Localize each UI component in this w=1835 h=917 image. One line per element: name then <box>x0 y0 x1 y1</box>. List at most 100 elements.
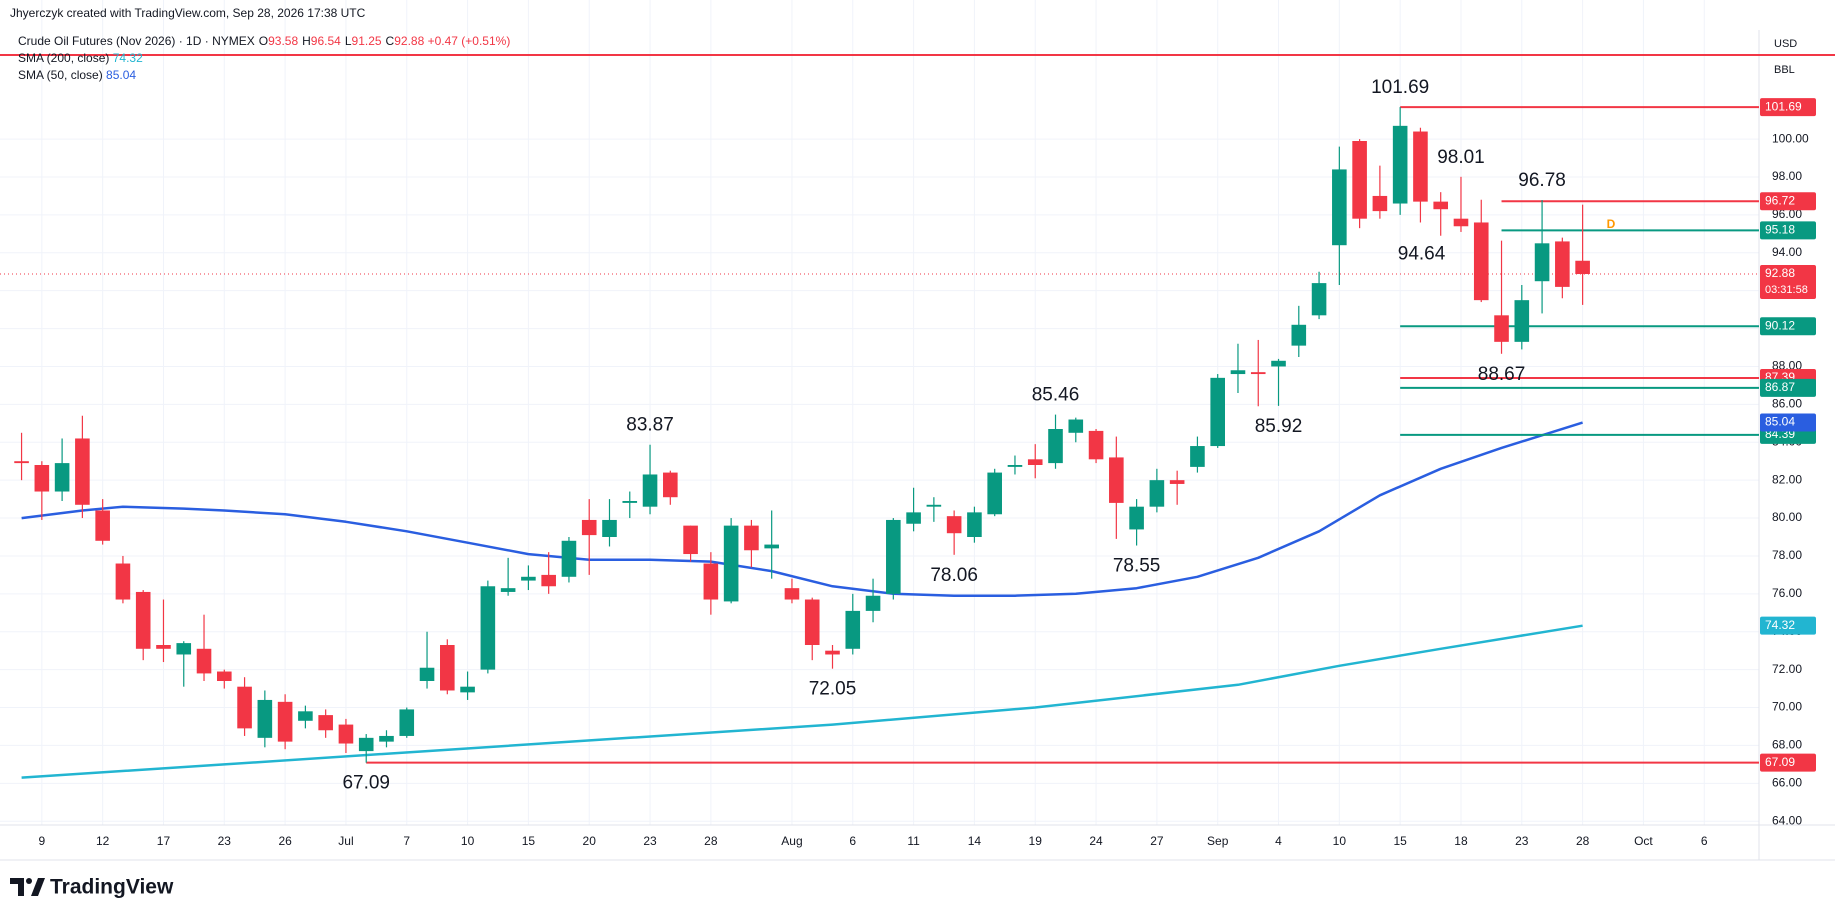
candle-body <box>1514 300 1530 342</box>
logo: TradingView <box>10 876 174 899</box>
price-annotation: 96.78 <box>1518 170 1566 191</box>
candle-body <box>1453 218 1469 227</box>
price-badge <box>1760 616 1816 635</box>
candle-body <box>1575 260 1590 275</box>
candle-body <box>217 671 232 681</box>
price-badge-label: 96.72 <box>1765 193 1795 207</box>
x-tick-label: 12 <box>96 834 110 848</box>
y-tick-label: 80.00 <box>1772 510 1802 524</box>
candle-body <box>34 465 50 492</box>
candle-body <box>1149 480 1165 507</box>
change: +0.47 (+0.51%) <box>427 34 511 48</box>
x-tick-label: 15 <box>1393 834 1407 848</box>
price-badge <box>1760 378 1816 397</box>
candle-body <box>1332 169 1347 246</box>
candle-body <box>298 711 313 721</box>
candle-body <box>419 667 435 681</box>
y-tick-label: 100.00 <box>1772 131 1809 145</box>
x-tick-label: 28 <box>704 834 718 848</box>
quote-label: C <box>385 34 395 48</box>
x-tick-label: 14 <box>968 834 982 848</box>
y-tick-label: 82.00 <box>1772 472 1802 486</box>
y-tick-label: 78.00 <box>1772 548 1802 562</box>
candle-body <box>75 438 90 505</box>
candle-body <box>257 699 273 738</box>
candle-body <box>1413 131 1428 202</box>
x-tick-label: 23 <box>218 834 232 848</box>
x-tick-label: 6 <box>1701 834 1708 848</box>
candle-body <box>642 474 658 507</box>
candle-body <box>115 563 131 600</box>
price-annotation: 78.06 <box>930 565 978 586</box>
x-tick-label: Aug <box>781 834 802 848</box>
symbol: Crude Oil Futures (Nov 2026) · 1D · NYME… <box>18 34 255 48</box>
candle-body <box>1007 465 1023 467</box>
candle-body <box>1271 360 1286 367</box>
x-tick-label: 6 <box>849 834 856 848</box>
legend-name: SMA (200, close) <box>18 51 110 65</box>
x-tick-label: 28 <box>1576 834 1590 848</box>
candle-body <box>804 599 820 645</box>
x-tick-label: 23 <box>1515 834 1529 848</box>
candle-body <box>338 724 354 744</box>
price-annotation: 98.01 <box>1437 147 1485 168</box>
x-tick-label: 23 <box>643 834 657 848</box>
price-badge <box>1760 265 1816 300</box>
candle-body <box>14 461 29 464</box>
price-badge-label: 85.04 <box>1765 415 1795 429</box>
x-tick-label: 19 <box>1029 834 1043 848</box>
candle-body <box>1109 457 1124 503</box>
candle-body <box>1352 141 1367 219</box>
candle-body <box>1473 222 1489 301</box>
candle-body <box>926 504 942 507</box>
quote-label: L <box>344 34 352 48</box>
candle-body <box>1210 377 1225 447</box>
legend-row: SMA (50, close) 85.04 <box>18 67 510 84</box>
candle-body <box>886 519 901 594</box>
price-annotation: 72.05 <box>809 679 857 700</box>
candle-body <box>54 463 70 492</box>
candle-body <box>135 591 151 649</box>
candle-body <box>440 645 455 691</box>
price-badge-label: 90.12 <box>1765 318 1795 332</box>
candle-body <box>318 715 333 731</box>
legend-value: 74.32 <box>112 51 143 65</box>
candle-body <box>399 709 415 736</box>
price-badge-label: 92.88 <box>1765 266 1795 280</box>
price-annotation: 85.92 <box>1255 416 1303 437</box>
x-tick-label: Sep <box>1207 834 1229 848</box>
candle-body <box>723 525 739 602</box>
candle-body <box>1534 243 1550 282</box>
unit: BBL <box>1774 64 1795 76</box>
candle-body <box>480 586 496 670</box>
candle-body <box>703 563 719 600</box>
y-tick-label: 72.00 <box>1772 662 1802 676</box>
candle-body <box>744 525 759 551</box>
price-badge <box>1760 192 1816 211</box>
price-badge <box>1760 98 1816 117</box>
quote-value: 96.54 <box>310 34 341 48</box>
price-badge-label: 67.09 <box>1765 755 1795 769</box>
candle-body <box>622 501 638 503</box>
x-tick-label: 11 <box>907 834 920 848</box>
candle-body <box>237 686 252 729</box>
x-tick-label: Jul <box>338 834 353 848</box>
candle-body <box>1088 430 1104 460</box>
candle-body <box>683 525 698 555</box>
unit: USD <box>1774 38 1797 50</box>
x-tick-label: 20 <box>583 834 597 848</box>
candle-body <box>1433 201 1449 210</box>
y-tick-label: 98.00 <box>1772 169 1802 183</box>
candle-body <box>865 595 881 611</box>
price-annotation: 88.67 <box>1478 364 1526 385</box>
x-tick-label: 27 <box>1150 834 1164 848</box>
candle-body <box>196 648 212 674</box>
x-tick-label: 7 <box>403 834 410 848</box>
y-tick-label: 94.00 <box>1772 245 1802 259</box>
price-badge <box>1760 317 1816 336</box>
quote-value: 91.25 <box>351 34 382 48</box>
y-tick-label: 96.00 <box>1772 207 1802 221</box>
price-badge <box>1760 413 1816 432</box>
x-tick-label: 17 <box>157 834 171 848</box>
